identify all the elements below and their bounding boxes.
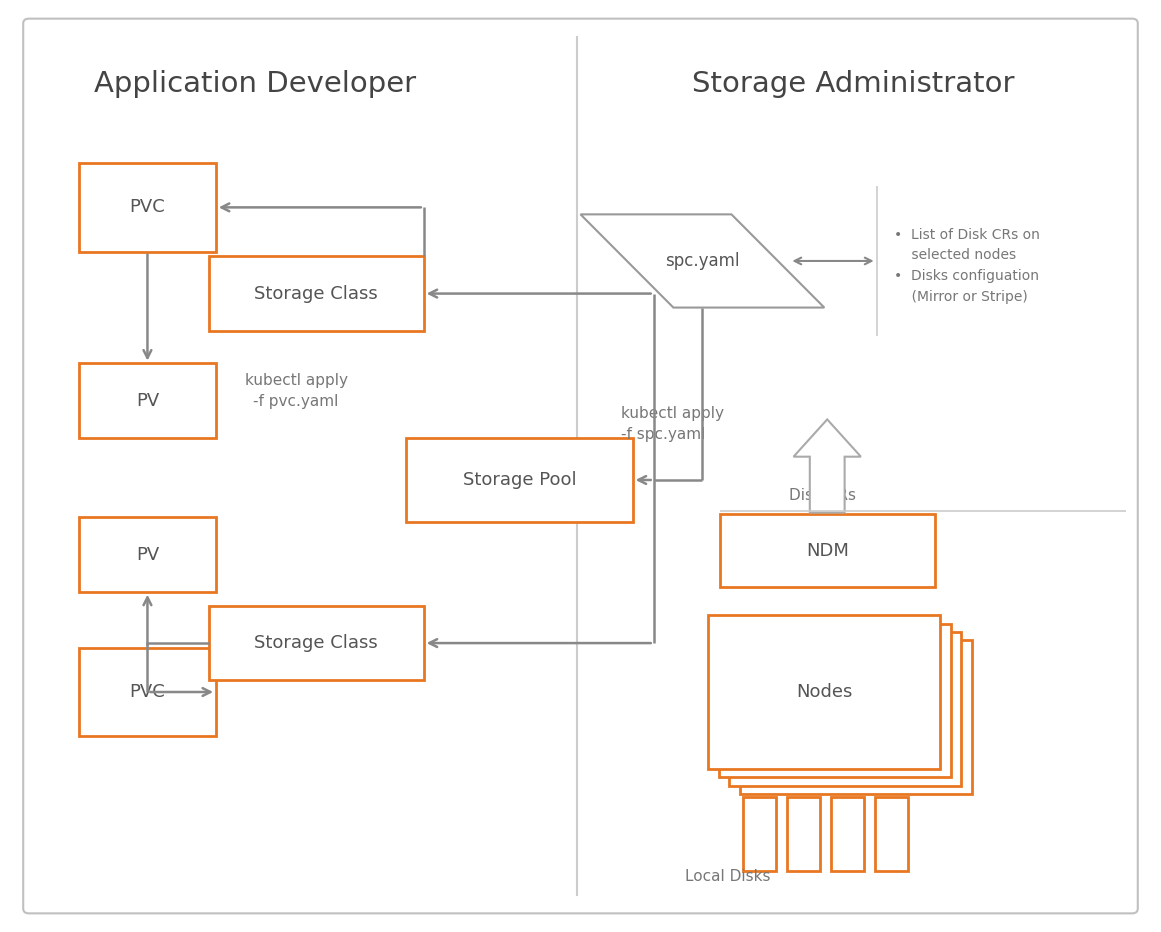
FancyBboxPatch shape (209, 606, 424, 680)
FancyBboxPatch shape (79, 648, 216, 736)
Text: Storage Class: Storage Class (254, 284, 378, 303)
Text: kubectl apply
-f spc.yaml: kubectl apply -f spc.yaml (621, 406, 724, 442)
Text: NDM: NDM (806, 541, 849, 560)
FancyBboxPatch shape (729, 632, 961, 786)
FancyBboxPatch shape (23, 19, 1138, 913)
FancyBboxPatch shape (79, 163, 216, 252)
Text: Nodes: Nodes (796, 683, 852, 701)
FancyBboxPatch shape (79, 517, 216, 592)
Text: Application Developer: Application Developer (94, 70, 417, 98)
Text: •  List of Disk CRs on
    selected nodes
•  Disks configuation
    (Mirror or S: • List of Disk CRs on selected nodes • D… (894, 227, 1040, 304)
FancyBboxPatch shape (740, 640, 972, 794)
FancyBboxPatch shape (719, 624, 951, 777)
Text: Local Disks: Local Disks (685, 869, 771, 884)
Text: PVC: PVC (130, 683, 165, 701)
Text: Storage Class: Storage Class (254, 634, 378, 652)
Polygon shape (580, 214, 824, 308)
Polygon shape (793, 419, 860, 513)
Text: Storage Pool: Storage Pool (463, 471, 576, 489)
FancyBboxPatch shape (708, 615, 940, 769)
Text: Disk CRs: Disk CRs (789, 488, 857, 503)
FancyBboxPatch shape (831, 797, 864, 871)
Text: PV: PV (136, 391, 159, 410)
Text: PV: PV (136, 545, 159, 564)
FancyBboxPatch shape (875, 797, 908, 871)
Text: kubectl apply
-f pvc.yaml: kubectl apply -f pvc.yaml (245, 374, 347, 409)
FancyBboxPatch shape (720, 514, 935, 587)
FancyBboxPatch shape (406, 438, 633, 522)
Text: spc.yaml: spc.yaml (665, 252, 740, 270)
Text: PVC: PVC (130, 199, 165, 216)
FancyBboxPatch shape (743, 797, 776, 871)
FancyBboxPatch shape (787, 797, 820, 871)
FancyBboxPatch shape (209, 256, 424, 331)
FancyBboxPatch shape (79, 363, 216, 438)
Text: Storage Administrator: Storage Administrator (692, 70, 1015, 98)
